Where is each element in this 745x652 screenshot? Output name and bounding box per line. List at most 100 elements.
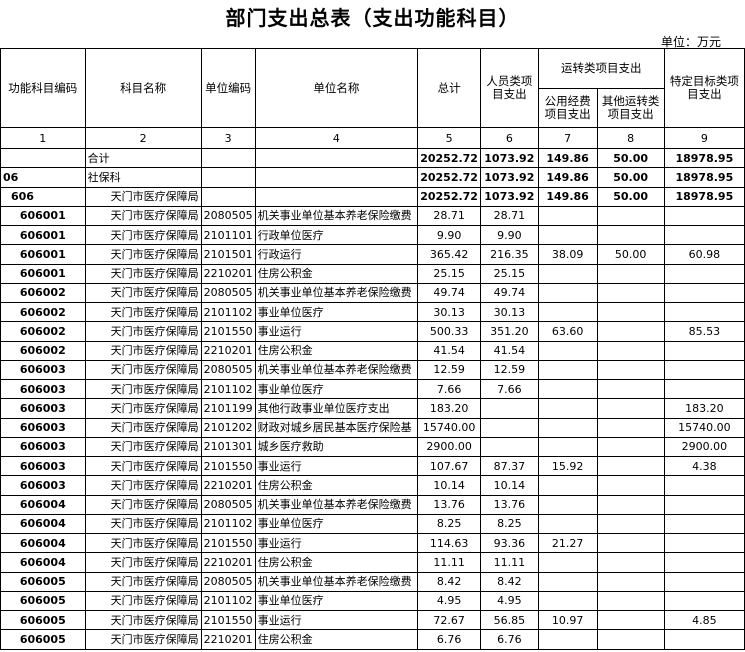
table-cell: 行政单位医疗 bbox=[254, 224, 419, 246]
table-cell bbox=[596, 571, 665, 592]
table-cell: 2101102 bbox=[200, 513, 256, 535]
table-cell: 12.59 bbox=[479, 359, 539, 381]
column-number: 7 bbox=[537, 127, 598, 149]
table-cell: 天门市医疗保障局 bbox=[84, 205, 202, 227]
table-cell: 149.86 bbox=[537, 167, 598, 188]
table-cell: 18978.95 bbox=[663, 147, 745, 169]
table-row: 606004 天门市医疗保障局 2080505 机关事业单位基本养老保险缴费 13.76… bbox=[0, 494, 745, 515]
table-cell: 6.76 bbox=[479, 629, 539, 650]
table-cell: 2101501 bbox=[200, 244, 256, 265]
table-row: 606001 天门市医疗保障局 2080505 机关事业单位基本养老保险缴费 28.71… bbox=[0, 205, 745, 227]
table-cell: 2210201 bbox=[200, 629, 256, 650]
table-cell: 606003 bbox=[0, 455, 86, 477]
table-row: 06 社保科 20252.72 1073.92 149.86 50.00 18978.95 bbox=[0, 167, 745, 188]
table-cell: 10.97 bbox=[537, 609, 598, 631]
table-row: 606002 天门市医疗保障局 2101102 事业单位医疗 30.13 30.13 bbox=[0, 301, 745, 323]
table-cell bbox=[537, 629, 598, 650]
table-cell: 天门市医疗保障局 bbox=[84, 455, 202, 477]
column-number: 6 bbox=[479, 127, 539, 149]
table-cell bbox=[537, 224, 598, 246]
column-number: 9 bbox=[663, 127, 745, 149]
table-cell bbox=[537, 301, 598, 323]
table-cell: 天门市医疗保障局 bbox=[84, 532, 202, 554]
table-cell bbox=[663, 475, 745, 496]
table-cell bbox=[596, 436, 665, 458]
column-number: 1 bbox=[0, 127, 86, 149]
table-row: 606005 天门市医疗保障局 2080505 机关事业单位基本养老保险缴费 8.42 8… bbox=[0, 571, 745, 592]
table-cell bbox=[596, 359, 665, 381]
table-row: 606003 天门市医疗保障局 2101199 其他行政事业单位医疗支出 183.20 1… bbox=[0, 398, 745, 419]
table-cell: 9.90 bbox=[417, 224, 481, 246]
table-cell: 365.42 bbox=[417, 244, 481, 265]
table-cell: 天门市医疗保障局 bbox=[84, 186, 202, 207]
table-cell: 216.35 bbox=[479, 244, 539, 265]
table-cell: 2900.00 bbox=[417, 436, 481, 458]
table-cell bbox=[200, 147, 256, 169]
header-cell: 特定目标类项目支出 bbox=[663, 48, 745, 128]
table-cell: 1073.92 bbox=[479, 186, 539, 207]
table-row: 606005 天门市医疗保障局 2210201 住房公积金 6.76 6.76 bbox=[0, 629, 745, 650]
table-cell: 63.60 bbox=[537, 321, 598, 342]
table-cell: 1073.92 bbox=[479, 167, 539, 188]
table-cell: 2900.00 bbox=[663, 436, 745, 458]
table-cell bbox=[479, 417, 539, 438]
table-cell: 事业单位医疗 bbox=[254, 301, 419, 323]
table-cell: 2080505 bbox=[200, 282, 256, 304]
table-cell: 财政对城乡居民基本医疗保险基 bbox=[254, 417, 419, 438]
table-cell: 2210201 bbox=[200, 263, 256, 284]
table-cell: 2101550 bbox=[200, 609, 256, 631]
table-row: 606001 天门市医疗保障局 2101501 行政运行 365.42 216.35 38.… bbox=[0, 244, 745, 265]
table-cell: 2101101 bbox=[200, 224, 256, 246]
table-cell bbox=[663, 263, 745, 284]
table-cell: 住房公积金 bbox=[254, 629, 419, 650]
table-row: 606003 天门市医疗保障局 2101550 事业运行 107.67 87.37 15.9… bbox=[0, 455, 745, 477]
table-cell: 事业运行 bbox=[254, 455, 419, 477]
table-cell: 85.53 bbox=[663, 321, 745, 342]
table-cell bbox=[663, 552, 745, 573]
table-cell: 天门市医疗保障局 bbox=[84, 629, 202, 650]
table-cell bbox=[537, 398, 598, 419]
table-cell: 183.20 bbox=[663, 398, 745, 419]
table-cell: 49.74 bbox=[417, 282, 481, 304]
table-cell bbox=[663, 378, 745, 400]
table-row: 606003 天门市医疗保障局 2210201 住房公积金 10.14 10.14 bbox=[0, 475, 745, 496]
table-cell bbox=[596, 590, 665, 612]
table-cell: 住房公积金 bbox=[254, 263, 419, 284]
table-cell: 事业单位医疗 bbox=[254, 513, 419, 535]
table-cell: 606001 bbox=[0, 224, 86, 246]
table-cell bbox=[537, 494, 598, 515]
table-cell: 天门市医疗保障局 bbox=[84, 571, 202, 592]
table-cell: 18978.95 bbox=[663, 167, 745, 188]
table-cell: 18978.95 bbox=[663, 186, 745, 207]
table-cell: 6.76 bbox=[417, 629, 481, 650]
table-cell: 15740.00 bbox=[663, 417, 745, 438]
table-cell: 天门市医疗保障局 bbox=[84, 475, 202, 496]
table-cell: 城乡医疗救助 bbox=[254, 436, 419, 458]
table-cell: 30.13 bbox=[479, 301, 539, 323]
table-cell bbox=[254, 147, 419, 169]
table-cell: 2080505 bbox=[200, 571, 256, 592]
table-cell: 38.09 bbox=[537, 244, 598, 265]
table-cell: 机关事业单位基本养老保险缴费 bbox=[254, 205, 419, 227]
table-cell: 8.25 bbox=[417, 513, 481, 535]
table-cell bbox=[0, 147, 86, 169]
table-cell bbox=[596, 455, 665, 477]
table-cell: 20252.72 bbox=[417, 167, 481, 188]
table-cell: 50.00 bbox=[596, 167, 665, 188]
table-cell bbox=[537, 571, 598, 592]
table-cell: 10.14 bbox=[479, 475, 539, 496]
table-cell bbox=[537, 417, 598, 438]
table-row: 606002 天门市医疗保障局 2080505 机关事业单位基本养老保险缴费 49.74… bbox=[0, 282, 745, 304]
table-cell: 41.54 bbox=[417, 340, 481, 361]
table-cell: 11.11 bbox=[479, 552, 539, 573]
table-cell: 12.59 bbox=[417, 359, 481, 381]
table-row: 606003 天门市医疗保障局 2101102 事业单位医疗 7.66 7.66 bbox=[0, 378, 745, 400]
table-cell: 天门市医疗保障局 bbox=[84, 609, 202, 631]
table-cell bbox=[663, 301, 745, 323]
table-cell: 183.20 bbox=[417, 398, 481, 419]
table-cell bbox=[596, 398, 665, 419]
table-cell: 4.95 bbox=[479, 590, 539, 612]
table-cell: 606005 bbox=[0, 571, 86, 592]
table-cell: 事业单位医疗 bbox=[254, 378, 419, 400]
table-cell: 机关事业单位基本养老保险缴费 bbox=[254, 282, 419, 304]
